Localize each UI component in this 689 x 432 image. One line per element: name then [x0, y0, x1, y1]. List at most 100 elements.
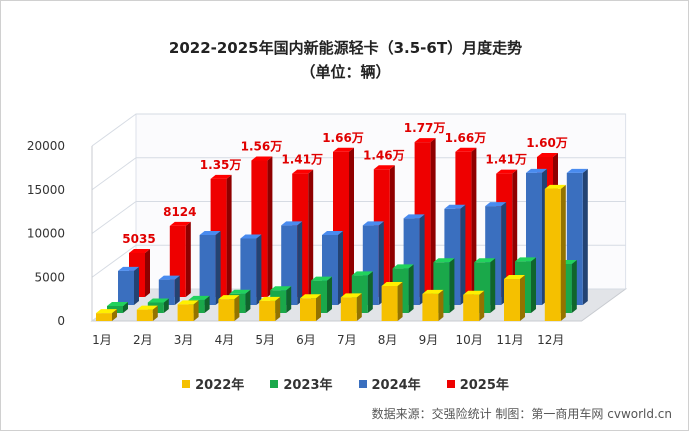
y-tick-label: 20000 [27, 139, 65, 153]
bar-2024年-3月 [199, 231, 221, 305]
gridline-side [91, 244, 137, 278]
data-label: 8124 [163, 205, 196, 219]
bar-top [381, 282, 403, 286]
data-label: 1.41万 [485, 153, 527, 167]
x-tick-label: 9月 [419, 333, 439, 347]
bar-side [204, 295, 210, 313]
bar-front [218, 299, 235, 321]
bar-front [136, 309, 153, 321]
bar-side [349, 147, 354, 297]
bar-top [251, 156, 273, 161]
legend-swatch [182, 379, 191, 388]
bar-top [118, 266, 139, 271]
bar-front [259, 300, 276, 321]
bar-top [281, 221, 303, 226]
bar-side [185, 221, 191, 297]
bar-front [96, 313, 112, 321]
bar-side [419, 214, 425, 305]
bar-front [381, 286, 398, 321]
bar-top [158, 275, 180, 280]
bar-side [226, 174, 232, 297]
x-tick-label: 7月 [337, 333, 357, 347]
legend-item-2024: 2024年 [358, 374, 421, 393]
bar-side [256, 234, 262, 305]
bar-top [422, 289, 444, 294]
bar-2022年-12月 [544, 184, 566, 321]
legend-label: 2022年 [195, 378, 245, 393]
bar-front [177, 304, 194, 321]
bar-side [286, 286, 292, 313]
bar-2022年-5月 [259, 296, 281, 321]
bar-top [177, 300, 199, 305]
x-tick-label: 8月 [378, 333, 398, 347]
bar-front [300, 298, 316, 321]
bar-top [300, 294, 321, 299]
bar-side [430, 138, 436, 297]
x-tick-label: 11月 [496, 333, 523, 347]
x-tick-label: 5月 [255, 333, 275, 347]
bar-top [392, 264, 414, 269]
bar-top [270, 286, 292, 291]
bar-2022年-11月 [504, 275, 525, 321]
y-tick-label: 15000 [27, 183, 65, 197]
bar-side [531, 257, 536, 313]
bar-front [504, 279, 520, 321]
bar-top [169, 221, 191, 226]
bar-front [281, 225, 298, 305]
bar-side [571, 260, 577, 313]
bar-side [308, 169, 314, 297]
bar-top [403, 214, 425, 219]
data-label: 1.46万 [363, 148, 405, 162]
bar-side [520, 275, 525, 321]
bar-front [463, 294, 480, 321]
bar-2022年-4月 [218, 295, 240, 321]
bar-side [408, 264, 414, 313]
bar-top [544, 184, 566, 189]
bar-top [136, 305, 158, 310]
bar-side [560, 184, 566, 321]
bar-front [118, 270, 134, 305]
gridline-side [91, 201, 137, 234]
bar-2022年-8月 [381, 282, 403, 321]
bar-front [199, 235, 216, 305]
bar-side [367, 271, 373, 313]
bar-side [582, 168, 588, 305]
bar-2024年-5月 [281, 221, 303, 305]
data-label: 5035 [122, 232, 155, 246]
legend-swatch [270, 379, 279, 388]
bar-side [145, 248, 150, 297]
bar-top [210, 174, 232, 179]
bar-side [234, 295, 240, 321]
bar-top [433, 258, 455, 263]
bar-top [129, 248, 150, 253]
bar-top [537, 153, 558, 157]
bar-side [275, 296, 281, 321]
data-label: 1.35万 [200, 158, 242, 172]
bar-2022年-9月 [422, 289, 444, 321]
legend-label: 2025年 [459, 378, 509, 393]
bar-top [351, 271, 373, 276]
bar-2022年-7月 [340, 293, 362, 321]
legend-label: 2024年 [371, 378, 421, 393]
bar-side [163, 298, 169, 313]
bar-side [397, 282, 403, 321]
bar-side [267, 156, 273, 297]
bar-top [107, 302, 128, 306]
bar-side [490, 258, 496, 313]
bar-top [515, 257, 536, 262]
bar-2022年-2月 [136, 305, 158, 321]
bar-top [444, 204, 466, 209]
bar-top [485, 202, 507, 207]
bar-side [438, 289, 444, 321]
bar-side [134, 266, 139, 305]
bar-top [292, 169, 314, 174]
bar-top [455, 147, 477, 152]
x-tick-label: 6月 [296, 333, 316, 347]
bar-2024年-4月 [240, 234, 262, 305]
bar-side [460, 204, 466, 305]
legend-label: 2023年 [283, 378, 333, 393]
bar-top [147, 298, 169, 303]
bar-side [338, 231, 343, 305]
gridline-side [91, 113, 137, 147]
